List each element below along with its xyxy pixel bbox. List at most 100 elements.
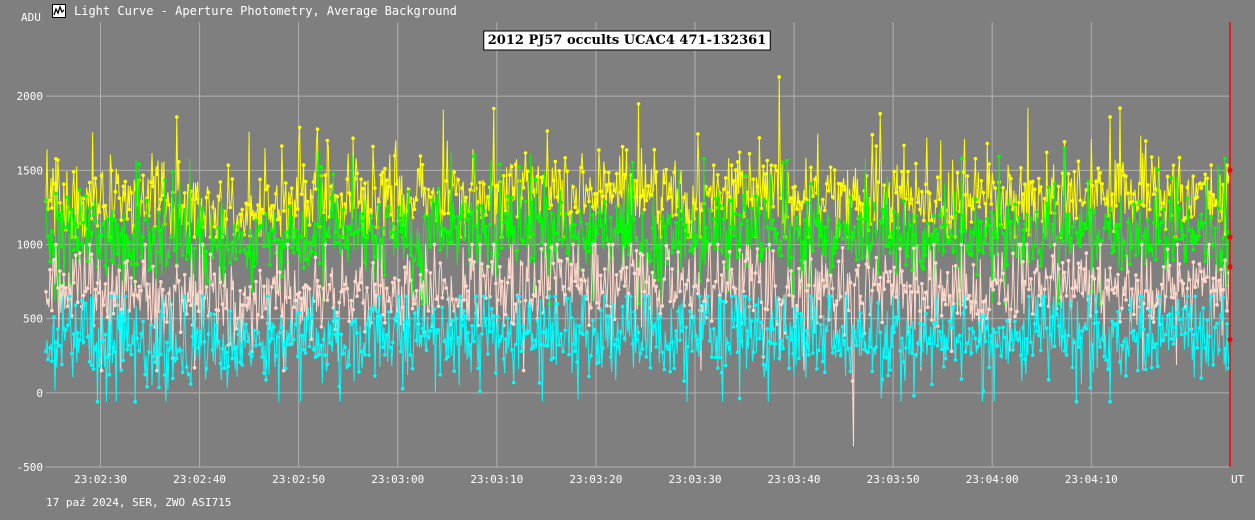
series-3-point — [632, 310, 637, 314]
series-3-point — [1169, 337, 1174, 341]
series-1-point — [1157, 239, 1162, 244]
series-3-point — [620, 304, 625, 309]
series-2-point — [1185, 286, 1190, 291]
series-0-point — [280, 144, 284, 148]
series-0-point — [295, 207, 300, 211]
series-3-point — [1108, 399, 1112, 404]
series-3-point — [234, 345, 238, 349]
series-2-point — [496, 298, 500, 302]
series-3-point — [573, 349, 577, 354]
series-0-point — [656, 210, 661, 214]
series-2-point — [616, 287, 621, 292]
series-1-point — [438, 248, 443, 252]
series-0-point — [928, 191, 932, 195]
series-3-point — [317, 352, 322, 357]
series-1-point — [763, 199, 768, 204]
series-1-point — [1177, 207, 1182, 211]
series-0-point — [422, 186, 427, 191]
series-3-point — [1124, 374, 1128, 378]
series-3-point — [537, 381, 542, 385]
series-0-point — [408, 196, 413, 201]
series-0-point — [180, 204, 185, 208]
series-3-point — [757, 336, 762, 341]
series-1-point — [385, 214, 389, 219]
series-3-point — [448, 337, 453, 341]
series-2-point — [402, 265, 407, 270]
series-0-point — [708, 187, 712, 192]
series-2-point — [941, 297, 946, 302]
series-3-point — [616, 344, 621, 349]
series-0-point — [1082, 200, 1087, 205]
window-title: Light Curve - Aperture Photometry, Avera… — [74, 4, 457, 18]
series-2-point — [220, 302, 225, 307]
series-3-point — [377, 294, 381, 299]
series-1-point — [369, 214, 373, 218]
series-2-point — [73, 253, 78, 257]
series-0-point — [842, 188, 847, 192]
series-3-point — [971, 330, 976, 334]
series-3-point — [137, 348, 141, 353]
series-1-point — [1058, 233, 1063, 238]
series-3-point — [1110, 319, 1114, 324]
series-2-point — [624, 265, 629, 270]
series-1-point — [668, 213, 672, 218]
series-3-point — [289, 342, 294, 347]
series-3-point — [610, 303, 615, 307]
series-3-point — [353, 319, 357, 323]
series-2-point — [490, 260, 494, 264]
series-2-point — [1110, 288, 1114, 292]
series-0-point — [614, 171, 619, 176]
series-2-point — [1013, 314, 1017, 319]
series-3-point — [844, 294, 849, 299]
series-3-point — [1207, 334, 1211, 339]
series-2-point — [299, 296, 304, 301]
series-1-point — [339, 234, 344, 238]
series-1-point — [652, 274, 657, 278]
series-1-point — [153, 226, 157, 231]
series-2-point — [642, 289, 647, 294]
series-2-point — [505, 280, 510, 285]
series-0-point — [951, 216, 956, 220]
series-3-point — [1096, 320, 1100, 325]
series-0-point — [971, 207, 976, 211]
series-0-point — [1098, 171, 1102, 175]
series-0-point — [985, 141, 990, 146]
series-3-point — [710, 355, 714, 360]
series-0-point — [894, 191, 898, 195]
series-3-point — [529, 347, 534, 351]
series-2-point — [1155, 301, 1160, 306]
series-1-point — [571, 234, 575, 239]
series-3-point — [1046, 377, 1051, 382]
series-3-point — [751, 350, 756, 355]
series-1-point — [789, 255, 793, 260]
series-2-point — [58, 269, 62, 273]
series-3-point — [83, 301, 88, 306]
series-3-point — [981, 389, 986, 393]
series-3-point — [995, 344, 999, 348]
series-3-point — [886, 373, 890, 378]
series-1-point — [466, 217, 470, 221]
series-1-point — [335, 241, 340, 246]
series-3-point — [648, 365, 653, 370]
series-3-point — [426, 335, 431, 339]
series-1-point — [46, 234, 50, 239]
series-3-point — [420, 326, 425, 331]
series-1-point — [416, 262, 421, 267]
series-3-point — [240, 363, 244, 367]
series-2-point — [834, 299, 839, 303]
series-3-point — [955, 339, 960, 344]
series-0-point — [1187, 205, 1192, 209]
series-3-point — [1177, 317, 1182, 322]
series-1-point — [894, 271, 898, 275]
series-3-point — [329, 341, 334, 346]
series-2-point — [593, 242, 597, 247]
series-2-point — [165, 320, 169, 324]
series-1-point — [117, 264, 122, 268]
series-0-point — [993, 186, 997, 190]
light-curve-app-icon[interactable] — [52, 4, 66, 18]
series-0-point — [287, 201, 292, 205]
series-0-point — [478, 180, 482, 185]
series-0-point — [1167, 192, 1172, 197]
series-2-point — [614, 273, 619, 277]
series-3-point — [898, 349, 902, 353]
